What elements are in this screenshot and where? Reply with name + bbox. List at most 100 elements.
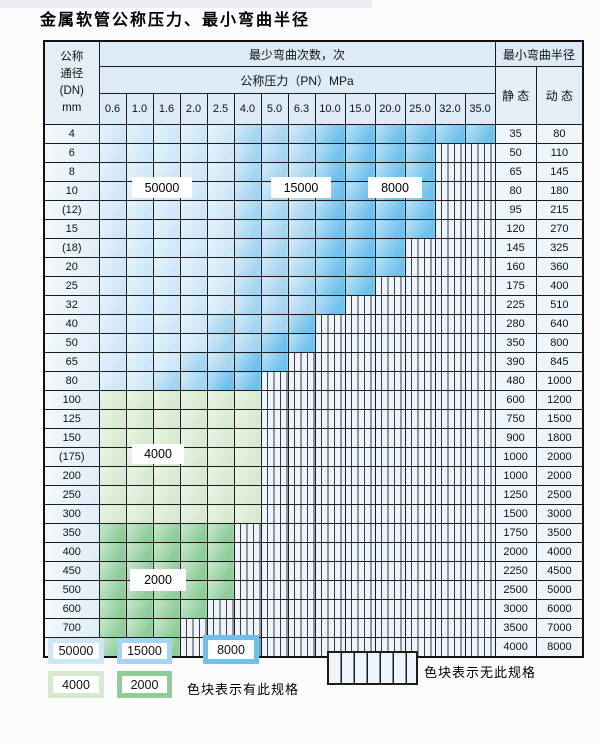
dn-header-line: 公称 bbox=[60, 50, 84, 63]
no-spec-cell bbox=[464, 485, 496, 505]
dn-cell: 8 bbox=[43, 162, 100, 182]
no-spec-cell bbox=[260, 390, 289, 410]
no-spec-cell bbox=[314, 523, 346, 543]
table-row: 32 225 510 bbox=[43, 295, 584, 315]
no-spec-cell bbox=[260, 542, 289, 562]
spec-cell-15000 bbox=[233, 219, 262, 239]
spec-cell-2000 bbox=[179, 580, 208, 600]
spec-cell-4000 bbox=[179, 428, 208, 448]
no-spec-cell bbox=[464, 162, 496, 182]
no-spec-cell bbox=[404, 485, 436, 505]
no-spec-cell bbox=[344, 409, 376, 429]
spec-cell-50000 bbox=[98, 200, 127, 220]
no-spec-cell bbox=[464, 295, 496, 315]
spec-cell-15000 bbox=[260, 219, 289, 239]
spec-cell-2000 bbox=[98, 599, 127, 619]
no-spec-cell bbox=[344, 333, 376, 353]
spec-cell-50000 bbox=[152, 200, 181, 220]
dn-cell: 15 bbox=[43, 219, 100, 239]
no-spec-cell bbox=[464, 276, 496, 296]
dynamic-radius-cell: 1800 bbox=[535, 428, 584, 448]
no-spec-cell bbox=[404, 276, 436, 296]
top-strip bbox=[0, 0, 372, 8]
static-radius-cell: 4000 bbox=[494, 637, 537, 658]
spec-cell-8000 bbox=[344, 143, 376, 163]
spec-cell-50000 bbox=[125, 314, 154, 334]
spec-cell-50000 bbox=[125, 333, 154, 353]
spec-cell-4000 bbox=[233, 466, 262, 486]
no-spec-cell bbox=[404, 466, 436, 486]
spec-cell-8000 bbox=[374, 200, 406, 220]
no-spec-cell bbox=[287, 485, 316, 505]
no-spec-cell bbox=[464, 409, 496, 429]
no-spec-cell bbox=[314, 371, 346, 391]
spec-cell-4000 bbox=[206, 390, 235, 410]
no-spec-cell bbox=[374, 390, 406, 410]
no-spec-cell bbox=[404, 390, 436, 410]
cycle-value-label: 8000 bbox=[368, 177, 422, 198]
no-spec-cell bbox=[464, 333, 496, 353]
spec-cell-50000 bbox=[179, 314, 208, 334]
no-spec-cell bbox=[464, 314, 496, 334]
spec-cell-8000 bbox=[344, 257, 376, 277]
spec-cell-4000 bbox=[206, 447, 235, 467]
no-spec-cell bbox=[374, 447, 406, 467]
no-spec-cell bbox=[374, 618, 406, 638]
table-row: (12) 95 215 bbox=[43, 200, 584, 220]
spec-cell-8000 bbox=[344, 276, 376, 296]
bend-radius-header: 最小弯曲半径 bbox=[494, 40, 584, 67]
spec-cell-8000 bbox=[260, 352, 289, 372]
dynamic-radius-cell: 400 bbox=[535, 276, 584, 296]
no-spec-cell bbox=[404, 314, 436, 334]
spec-cell-4000 bbox=[125, 504, 154, 524]
static-radius-cell: 35 bbox=[494, 124, 537, 144]
table-row: 450 2250 4500 bbox=[43, 561, 584, 581]
dynamic-radius-cell: 1500 bbox=[535, 409, 584, 429]
no-spec-cell bbox=[260, 561, 289, 581]
spec-cell-2000 bbox=[98, 580, 127, 600]
dn-cell: 50 bbox=[43, 333, 100, 353]
spec-cell-8000 bbox=[287, 314, 316, 334]
no-spec-cell bbox=[287, 618, 316, 638]
no-spec-cell bbox=[287, 428, 316, 448]
no-spec-cell bbox=[434, 200, 466, 220]
spec-cell-4000 bbox=[179, 504, 208, 524]
dynamic-radius-cell: 845 bbox=[535, 352, 584, 372]
no-spec-cell bbox=[260, 409, 289, 429]
spec-cell-4000 bbox=[125, 428, 154, 448]
no-spec-cell bbox=[404, 447, 436, 467]
table-row: 200 1000 2000 bbox=[43, 466, 584, 486]
pressure-col-header: 6.3 bbox=[287, 93, 316, 125]
no-spec-cell bbox=[404, 409, 436, 429]
dynamic-radius-cell: 145 bbox=[535, 162, 584, 182]
spec-cell-15000 bbox=[233, 276, 262, 296]
spec-cell-50000 bbox=[125, 238, 154, 258]
dn-cell: (12) bbox=[43, 200, 100, 220]
static-radius-cell: 3000 bbox=[494, 599, 537, 619]
spec-cell-15000 bbox=[260, 276, 289, 296]
spec-cell-50000 bbox=[125, 276, 154, 296]
spec-cell-8000 bbox=[374, 219, 406, 239]
no-spec-cell bbox=[464, 599, 496, 619]
no-spec-cell bbox=[434, 295, 466, 315]
no-spec-cell bbox=[344, 390, 376, 410]
no-spec-cell bbox=[434, 352, 466, 372]
no-spec-cell bbox=[344, 485, 376, 505]
spec-cell-50000 bbox=[98, 333, 127, 353]
dynamic-radius-cell: 800 bbox=[535, 333, 584, 353]
no-spec-cell bbox=[404, 599, 436, 619]
no-spec-cell bbox=[344, 599, 376, 619]
spec-cell-8000 bbox=[314, 257, 346, 277]
spec-cell-4000 bbox=[233, 447, 262, 467]
dn-cell: 200 bbox=[43, 466, 100, 486]
spec-cell-15000 bbox=[260, 200, 289, 220]
no-spec-cell bbox=[314, 485, 346, 505]
no-spec-cell bbox=[206, 618, 235, 638]
spec-cell-8000 bbox=[206, 371, 235, 391]
no-spec-cell bbox=[314, 466, 346, 486]
no-spec-cell bbox=[464, 257, 496, 277]
dn-cell: (18) bbox=[43, 238, 100, 258]
no-spec-cell bbox=[434, 257, 466, 277]
no-spec-cell bbox=[260, 637, 289, 658]
spec-cell-50000 bbox=[125, 219, 154, 239]
